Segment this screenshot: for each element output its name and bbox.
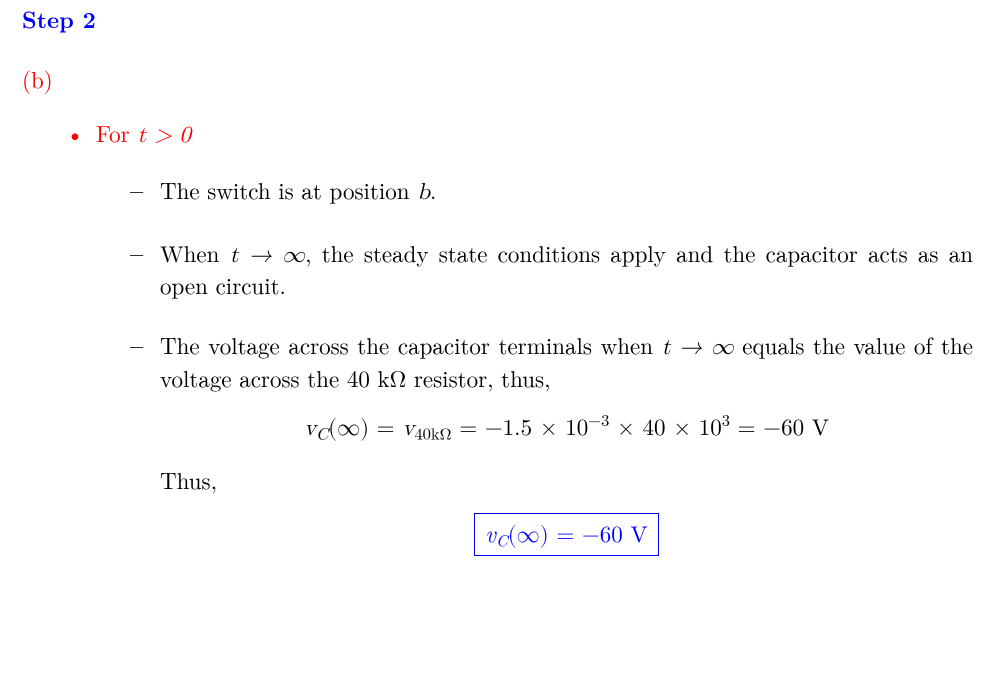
equation-1: vC(∞) = v40kΩ = −1.5 × 10−3 × 40 × 103 =… xyxy=(160,411,973,447)
box-arg: (∞) = −60 xyxy=(508,524,631,547)
eq-eq1: = xyxy=(369,417,402,440)
dash3-a: The voltage across the capacitor termina… xyxy=(160,328,662,361)
dash2-a: When xyxy=(160,236,230,269)
dash1-var: b xyxy=(417,181,430,204)
dash-list: The switch is at position b. When t → ∞,… xyxy=(130,175,973,557)
part-label: (b) xyxy=(22,64,973,94)
eq-lhs-v: v xyxy=(304,417,316,440)
step-heading: Step 2 xyxy=(22,4,973,34)
dash3-cond: t → ∞ xyxy=(662,336,734,359)
bullet-head-cond: t > 0 xyxy=(137,124,191,147)
eq-m1: v xyxy=(402,417,414,440)
eq-eq2: = −1.5 × 10 xyxy=(452,417,589,440)
dash2-cond: t → ∞ xyxy=(230,244,305,267)
bullet-head: For t > 0 xyxy=(96,116,191,149)
boxed-result-wrap: vC(∞) = −60 V xyxy=(160,513,973,556)
box-v: v xyxy=(485,516,496,549)
eq-lhs-arg: (∞) xyxy=(328,417,369,440)
dash1-text: The switch is at position xyxy=(160,173,417,206)
dash-item-2: When t → ∞, the steady state conditions … xyxy=(130,238,973,301)
bullet-head-pre: For xyxy=(96,116,137,149)
box-unit: V xyxy=(630,524,647,547)
dash-item-1: The switch is at position b. xyxy=(130,175,973,208)
dash-item-3: The voltage across the capacitor termina… xyxy=(130,330,973,556)
thus-text: Thus, xyxy=(160,465,973,495)
bullet-item: For t > 0 The switch is at position b. W… xyxy=(66,118,973,557)
eq-exp2: 3 xyxy=(722,414,730,430)
dash1-end: . xyxy=(430,173,436,206)
eq-rhs: = −60 V xyxy=(730,417,829,440)
eq-m1-sub: 40kΩ xyxy=(414,428,451,444)
eq-exp1: −3 xyxy=(588,414,609,430)
box-sub: C xyxy=(496,528,508,552)
eq-mid2: × 40 × 10 xyxy=(609,417,721,440)
boxed-result: vC(∞) = −60 V xyxy=(474,513,658,556)
bullet-list: For t > 0 The switch is at position b. W… xyxy=(66,118,973,557)
eq-lhs-sub: C xyxy=(316,428,328,444)
